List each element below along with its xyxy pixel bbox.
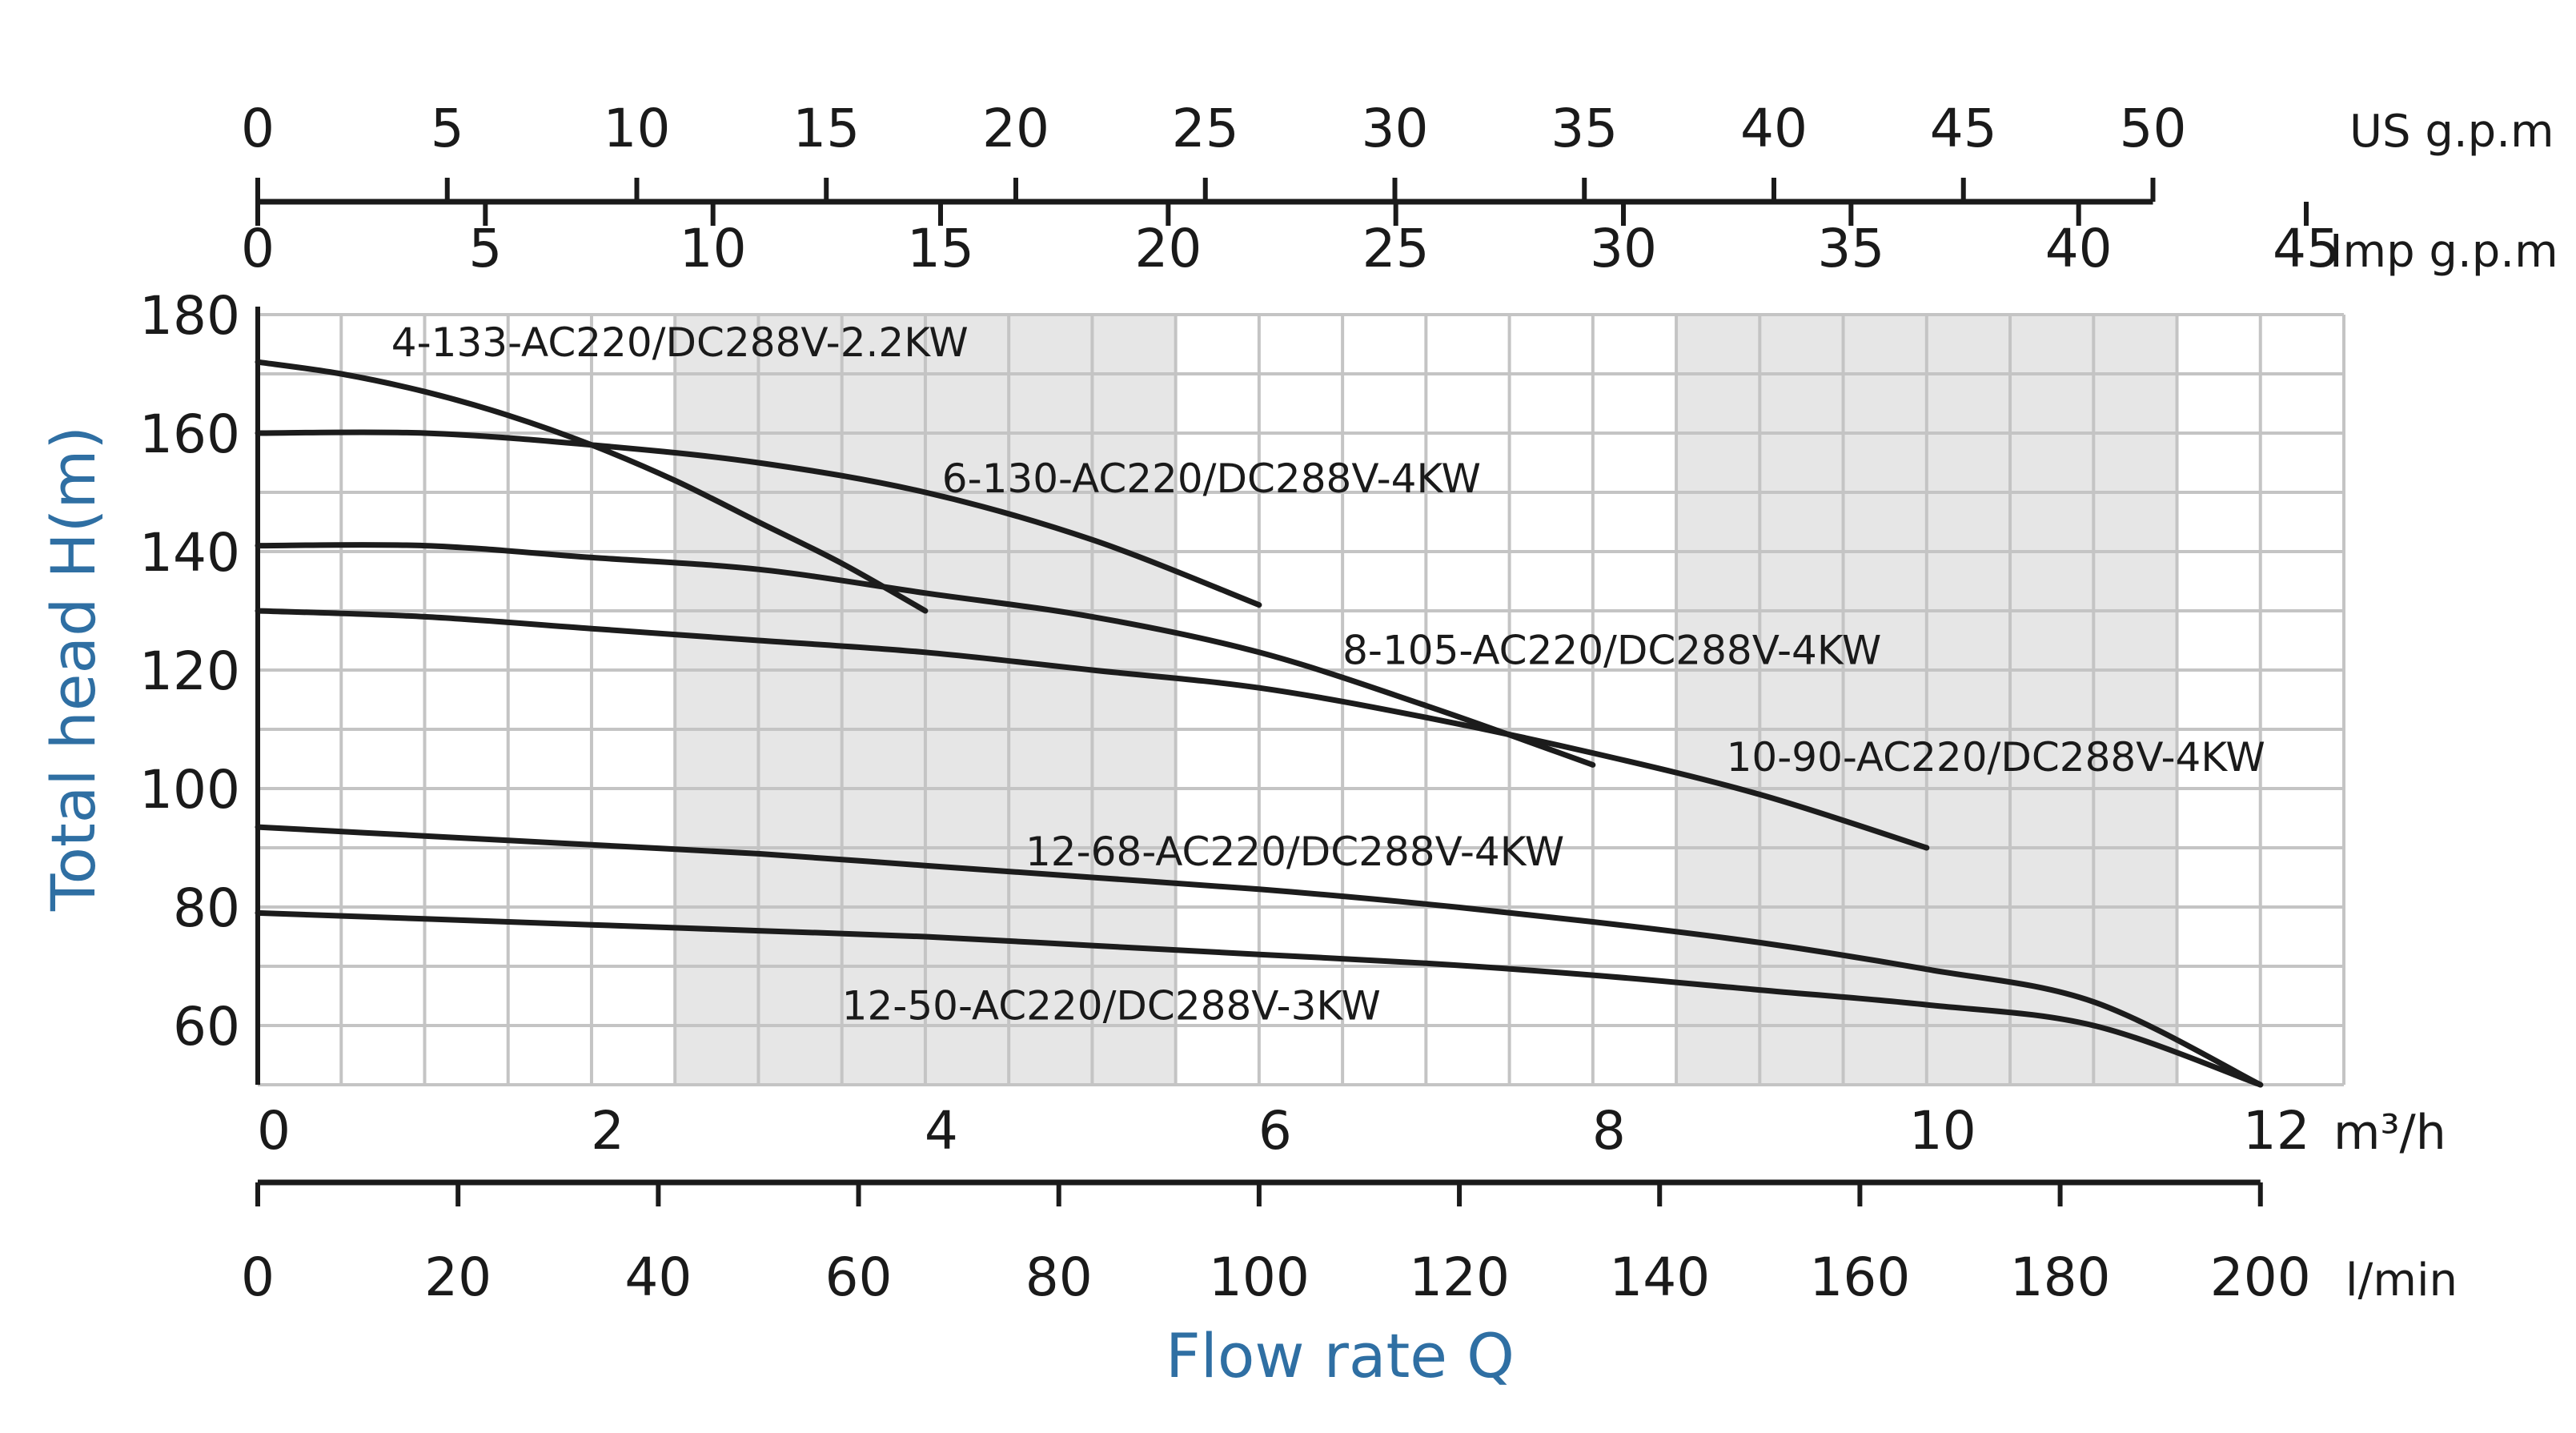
secondary-tick-label: 20 (424, 1246, 492, 1308)
y-tick-label: 120 (139, 640, 240, 702)
secondary-unit-label: Imp g.p.m (2329, 226, 2558, 278)
secondary-unit-label: US g.p.m (2349, 106, 2554, 158)
secondary-tick-label: 5 (468, 218, 502, 279)
x-tick-label: 10 (1909, 1100, 1976, 1162)
secondary-tick-label: 35 (1817, 218, 1884, 279)
y-tick-label: 180 (139, 285, 240, 347)
secondary-tick-label: 20 (982, 98, 1049, 159)
x-tick-label: 8 (1592, 1100, 1626, 1162)
x-tick-label: 0 (257, 1100, 291, 1162)
grid (256, 313, 2345, 1086)
secondary-tick-label: 40 (1740, 98, 1808, 159)
curve-labels: 4-133-AC220/DC288V-2.2KW 6-130-AC220/DC28… (391, 319, 2265, 1030)
x-unit-label: m³/h (2333, 1105, 2446, 1161)
curve-label-2: 8-105-AC220/DC288V-4KW (1342, 628, 1881, 674)
secondary-tick-label: 15 (792, 98, 860, 159)
x-tick-label: 12 (2243, 1100, 2310, 1162)
secondary-tick-label: 30 (1590, 218, 1657, 279)
secondary-tick-label: 20 (1134, 218, 1202, 279)
secondary-tick-label: 35 (1551, 98, 1618, 159)
secondary-unit-label: l/min (2345, 1254, 2458, 1307)
secondary-tick-label: 60 (825, 1246, 893, 1308)
curve-label-0: 4-133-AC220/DC288V-2.2KW (391, 319, 969, 366)
secondary-tick-label: 40 (624, 1246, 692, 1308)
pump-curves (255, 359, 2264, 1088)
curve-label-5: 12-50-AC220/DC288V-3KW (842, 983, 1381, 1030)
y-tick-label: 80 (173, 877, 240, 939)
curve-label-1: 6-130-AC220/DC288V-4KW (942, 456, 1481, 502)
pump-curve-2 (255, 541, 1596, 768)
x-tick-label: 6 (1258, 1100, 1292, 1162)
secondary-tick-label: 140 (1609, 1246, 1710, 1308)
secondary-tick-label: 0 (241, 98, 275, 159)
pump-curve-4 (255, 824, 2264, 1088)
secondary-tick-label: 200 (2210, 1246, 2311, 1308)
secondary-tick-label: 0 (241, 218, 275, 279)
secondary-tick-label: 10 (604, 98, 671, 159)
x-tick-label: 2 (591, 1100, 624, 1162)
secondary-tick-label: 100 (1209, 1246, 1310, 1308)
secondary-tick-label: 15 (907, 218, 974, 279)
pump-curve-1 (255, 429, 1262, 608)
secondary-tick-label: 40 (2045, 218, 2113, 279)
secondary-tick-label: 10 (680, 218, 747, 279)
secondary-tick-label: 160 (1809, 1246, 1910, 1308)
curve-label-4: 12-68-AC220/DC288V-4KW (1025, 829, 1564, 875)
curve-label-3: 10-90-AC220/DC288V-4KW (1727, 734, 2265, 781)
secondary-tick-label: 45 (1930, 98, 1997, 159)
y-tick-label: 140 (139, 522, 240, 584)
y-axis-title: Total head H(m) (38, 426, 109, 912)
pump-curve-5 (255, 909, 2264, 1088)
secondary-tick-label: 80 (1025, 1246, 1093, 1308)
secondary-tick-label: 120 (1409, 1246, 1510, 1308)
secondary-tick-label: 25 (1362, 218, 1430, 279)
secondary-tick-label: 45 (2273, 218, 2340, 279)
secondary-tick-label: 50 (2120, 98, 2187, 159)
y-tick-label: 100 (139, 759, 240, 821)
y-tick-label: 60 (173, 996, 240, 1058)
secondary-tick-label: 25 (1172, 98, 1239, 159)
pump-curve-3 (255, 608, 1930, 851)
secondary-tick-label: 30 (1362, 98, 1429, 159)
x-tick-label: 4 (925, 1100, 958, 1162)
x-axis-title: Flow rate Q (1166, 1320, 1515, 1391)
secondary-tick-label: 0 (241, 1246, 275, 1308)
secondary-tick-label: 180 (2010, 1246, 2111, 1308)
secondary-tick-label: 5 (431, 98, 464, 159)
y-tick-label: 160 (139, 403, 240, 465)
